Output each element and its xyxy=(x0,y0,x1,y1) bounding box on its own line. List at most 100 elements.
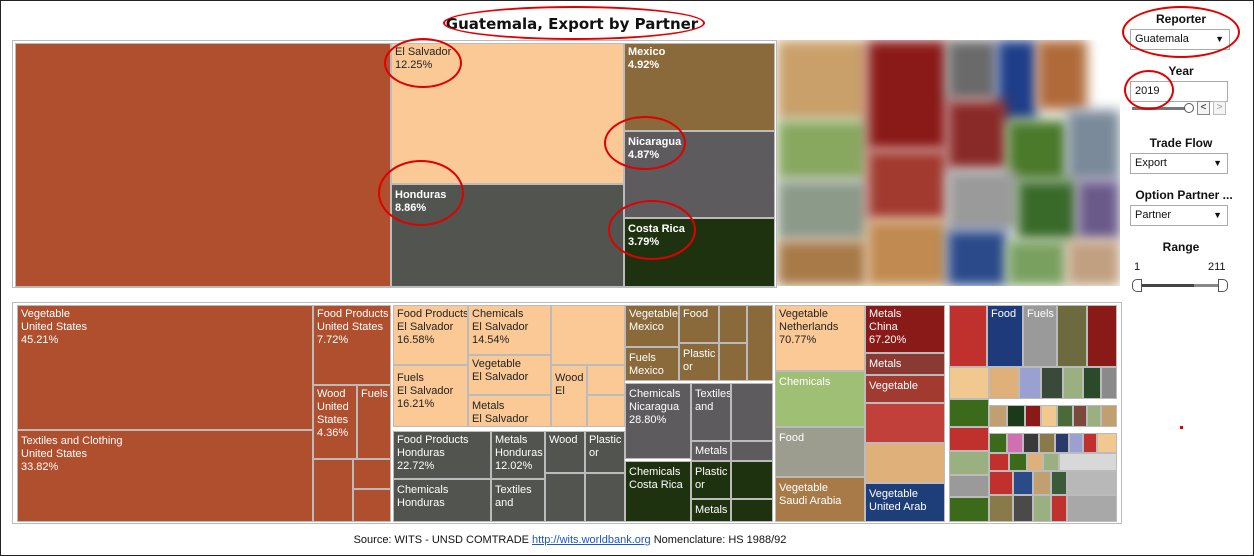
treemap-cell-mosaic-17[interactable] xyxy=(949,427,989,451)
treemap-cell-mexico[interactable]: Mexico 4.92% xyxy=(624,43,775,131)
treemap-cell-us-small-3[interactable] xyxy=(353,489,391,522)
treemap-cell-fuels-sv[interactable]: Fuels El Salvador 16.21% xyxy=(393,365,468,427)
treemap-cell-fuels-mosaic[interactable]: Fuels xyxy=(1023,305,1057,367)
treemap-cell-mosaic-3[interactable] xyxy=(1019,367,1041,399)
treemap-cell-mx-small-3[interactable] xyxy=(719,343,747,381)
treemap-cell-mosaic-32[interactable] xyxy=(949,475,989,497)
treemap-cell-mosaic-33[interactable] xyxy=(989,471,1013,495)
treemap-cell-cn-small-1[interactable] xyxy=(865,403,945,443)
treemap-cell-mosaic-4[interactable] xyxy=(1041,367,1063,399)
treemap-cell-mosaic-18[interactable] xyxy=(989,433,1007,453)
treemap-cell-mosaic-41[interactable] xyxy=(1033,495,1051,522)
treemap-cell-mosaic-7[interactable] xyxy=(1101,367,1117,399)
treemap-cell-mosaic-13[interactable] xyxy=(1057,405,1073,427)
treemap-cell-mosaic-5[interactable] xyxy=(1063,367,1083,399)
treemap-cell-mosaic-42[interactable] xyxy=(1051,495,1067,522)
treemap-cell-food-products-hn[interactable]: Food Products Honduras 22.72% xyxy=(393,431,491,479)
treemap-cell-vegetable-nl[interactable]: Vegetable Netherlands 70.77% xyxy=(775,305,865,371)
treemap-cell-metals-cn[interactable]: Metals China 67.20% xyxy=(865,305,945,353)
treemap-cell-vegetable-2[interactable]: Vegetable xyxy=(865,375,945,403)
treemap-cell-food-products-us[interactable]: Food Products United States 7.72% xyxy=(313,305,391,385)
year-slider-handle[interactable] xyxy=(1184,103,1194,113)
treemap-cell-mosaic-1[interactable] xyxy=(949,367,989,399)
treemap-cell-textiles-hn[interactable]: Textiles and xyxy=(491,479,545,522)
treemap-cell-mosaic-6[interactable] xyxy=(1083,367,1101,399)
treemap-cell-mosaic-28[interactable] xyxy=(1009,453,1027,471)
treemap-cell-vegetable-mx[interactable]: Vegetable Mexico xyxy=(625,305,679,347)
treemap-cell-chemicals-ni[interactable]: Chemicals Nicaragua 28.80% xyxy=(625,383,691,459)
treemap-cell-mosaic-9[interactable] xyxy=(989,405,1007,427)
treemap-cell-costa-rica[interactable]: Costa Rica 3.79% xyxy=(624,218,775,287)
treemap-cell-textiles-us[interactable]: Textiles and Clothing United States 33.82% xyxy=(17,430,313,522)
year-prev-button[interactable]: < xyxy=(1197,101,1210,115)
treemap-cell-united-states[interactable] xyxy=(15,43,391,287)
treemap-cell-food-products-sv[interactable]: Food Products El Salvador 16.58% xyxy=(393,305,468,365)
treemap-cell-mosaic-20[interactable] xyxy=(1023,433,1039,453)
treemap-cell-mosaic-darkred[interactable] xyxy=(1087,305,1117,367)
source-link[interactable]: http://wits.worldbank.org xyxy=(532,534,651,546)
treemap-cell-chemicals-hn[interactable]: Chemicals Honduras xyxy=(393,479,491,522)
treemap-cell-mosaic-10[interactable] xyxy=(1007,405,1025,427)
treemap-cell-mosaic-16[interactable] xyxy=(1101,405,1117,427)
treemap-cell-honduras[interactable]: Honduras 8.86% xyxy=(391,184,624,287)
treemap-cell-mosaic-11[interactable] xyxy=(1025,405,1041,427)
trade-flow-select[interactable]: Export ▼ xyxy=(1130,153,1228,174)
treemap-cell-mosaic-43[interactable] xyxy=(1067,495,1117,522)
treemap-cell-mosaic-37[interactable] xyxy=(1067,471,1117,495)
treemap-cell-food-mosaic[interactable]: Food xyxy=(987,305,1023,367)
treemap-cell-fuels-mx[interactable]: Fuels Mexico xyxy=(625,347,679,381)
treemap-cell-mosaic-24[interactable] xyxy=(1083,433,1097,453)
range-slider-handle-min[interactable] xyxy=(1132,279,1142,292)
treemap-cell-food-mx[interactable]: Food xyxy=(679,305,719,343)
treemap-cell-mosaic-40[interactable] xyxy=(1013,495,1033,522)
treemap-cell-chemicals-sv[interactable]: Chemicals El Salvador 14.54% xyxy=(468,305,551,355)
treemap-cell-chemicals-cr[interactable]: Chemicals Costa Rica xyxy=(625,461,691,522)
treemap-cell-mosaic-38[interactable] xyxy=(949,497,989,522)
treemap-cell-mosaic-25[interactable] xyxy=(1097,433,1117,453)
treemap-cell-mosaic-2[interactable] xyxy=(989,367,1019,399)
treemap-cell-mx-small-1[interactable] xyxy=(719,305,747,343)
treemap-cell-mosaic-23[interactable] xyxy=(1069,433,1083,453)
treemap-cell-mosaic-30[interactable] xyxy=(1043,453,1059,471)
treemap-cell-hn-small-1[interactable] xyxy=(545,473,585,522)
treemap-cell-metals-2[interactable]: Metals xyxy=(865,353,945,375)
treemap-cell-mosaic-36[interactable] xyxy=(1051,471,1067,495)
treemap-cell-vegetable-us[interactable]: Vegetable United States 45.21% xyxy=(17,305,313,430)
treemap-cell-vegetable-sv[interactable]: Vegetable El Salvador xyxy=(468,355,551,395)
treemap-cell-cn-small-2[interactable] xyxy=(865,443,945,483)
treemap-cell-mosaic-12[interactable] xyxy=(1041,405,1057,427)
treemap-cell-mosaic-21[interactable] xyxy=(1039,433,1055,453)
treemap-cell-mosaic-26[interactable] xyxy=(949,451,989,475)
option-partner-select[interactable]: Partner ▼ xyxy=(1130,205,1228,226)
reporter-select[interactable]: Guatemala ▼ xyxy=(1130,29,1230,50)
treemap-cell-ni-small-2[interactable] xyxy=(731,441,773,461)
year-slider-track[interactable] xyxy=(1132,107,1186,110)
treemap-cell-sv-other[interactable] xyxy=(551,305,625,365)
treemap-cell-wood-sv[interactable]: Wood El xyxy=(551,365,587,427)
treemap-cell-plastic-cr[interactable]: Plastic or xyxy=(691,461,731,499)
treemap-cell-metals-cr[interactable]: Metals xyxy=(691,499,731,522)
treemap-cell-us-small-1[interactable] xyxy=(313,459,353,522)
treemap-cell-mosaic-35[interactable] xyxy=(1033,471,1051,495)
treemap-cell-mosaic-27[interactable] xyxy=(989,453,1009,471)
treemap-cell-wood-us[interactable]: Wood United States 4.36% xyxy=(313,385,357,459)
treemap-cell-chemicals-misc[interactable]: Chemicals xyxy=(775,371,865,427)
treemap-cell-el-salvador[interactable]: El Salvador 12.25% xyxy=(391,43,624,184)
treemap-cell-sv-small-2[interactable] xyxy=(587,395,625,427)
treemap-cell-mosaic-29[interactable] xyxy=(1027,453,1043,471)
treemap-cell-metals-ni[interactable]: Metals xyxy=(691,441,731,461)
treemap-cell-mosaic-8[interactable] xyxy=(949,399,989,427)
treemap-cell-vegetable-sa[interactable]: Vegetable Saudi Arabia xyxy=(775,477,865,522)
year-next-button[interactable]: > xyxy=(1213,101,1226,115)
treemap-cell-mosaic-34[interactable] xyxy=(1013,471,1033,495)
treemap-cell-mosaic-31[interactable] xyxy=(1059,453,1117,471)
treemap-cell-wood-hn[interactable]: Wood xyxy=(545,431,585,473)
treemap-cell-cr-small-2[interactable] xyxy=(731,499,773,522)
treemap-cell-mosaic-olive[interactable] xyxy=(1057,305,1087,367)
treemap-cell-mosaic-22[interactable] xyxy=(1055,433,1069,453)
treemap-cell-food-misc[interactable]: Food xyxy=(775,427,865,477)
treemap-cell-cr-small-1[interactable] xyxy=(731,461,773,499)
treemap-cell-nicaragua[interactable]: Nicaragua 4.87% xyxy=(624,131,775,218)
treemap-cell-vegetable-ae[interactable]: Vegetable United Arab xyxy=(865,483,945,522)
treemap-cell-fuels-us[interactable]: Fuels xyxy=(357,385,391,459)
